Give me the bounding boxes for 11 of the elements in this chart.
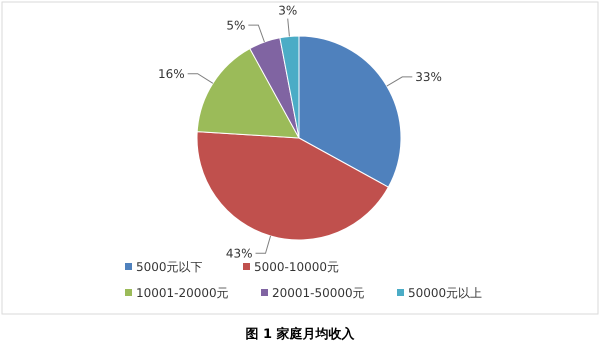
data-label: 33% bbox=[415, 70, 442, 84]
legend-label: 5000元以下 bbox=[136, 260, 203, 274]
legend-label: 20001-50000元 bbox=[272, 286, 365, 300]
text: 图 1 家庭月均收入 bbox=[245, 326, 356, 342]
data-label: 5% bbox=[226, 18, 246, 32]
legend-label: 10001-20000元 bbox=[136, 286, 229, 300]
legend-label: 50000元以上 bbox=[408, 286, 482, 300]
data-label: 43% bbox=[226, 246, 253, 260]
data-label: 3% bbox=[278, 4, 298, 18]
data-label: 16% bbox=[158, 66, 185, 81]
legend-label: 5000-10000元 bbox=[254, 260, 340, 274]
